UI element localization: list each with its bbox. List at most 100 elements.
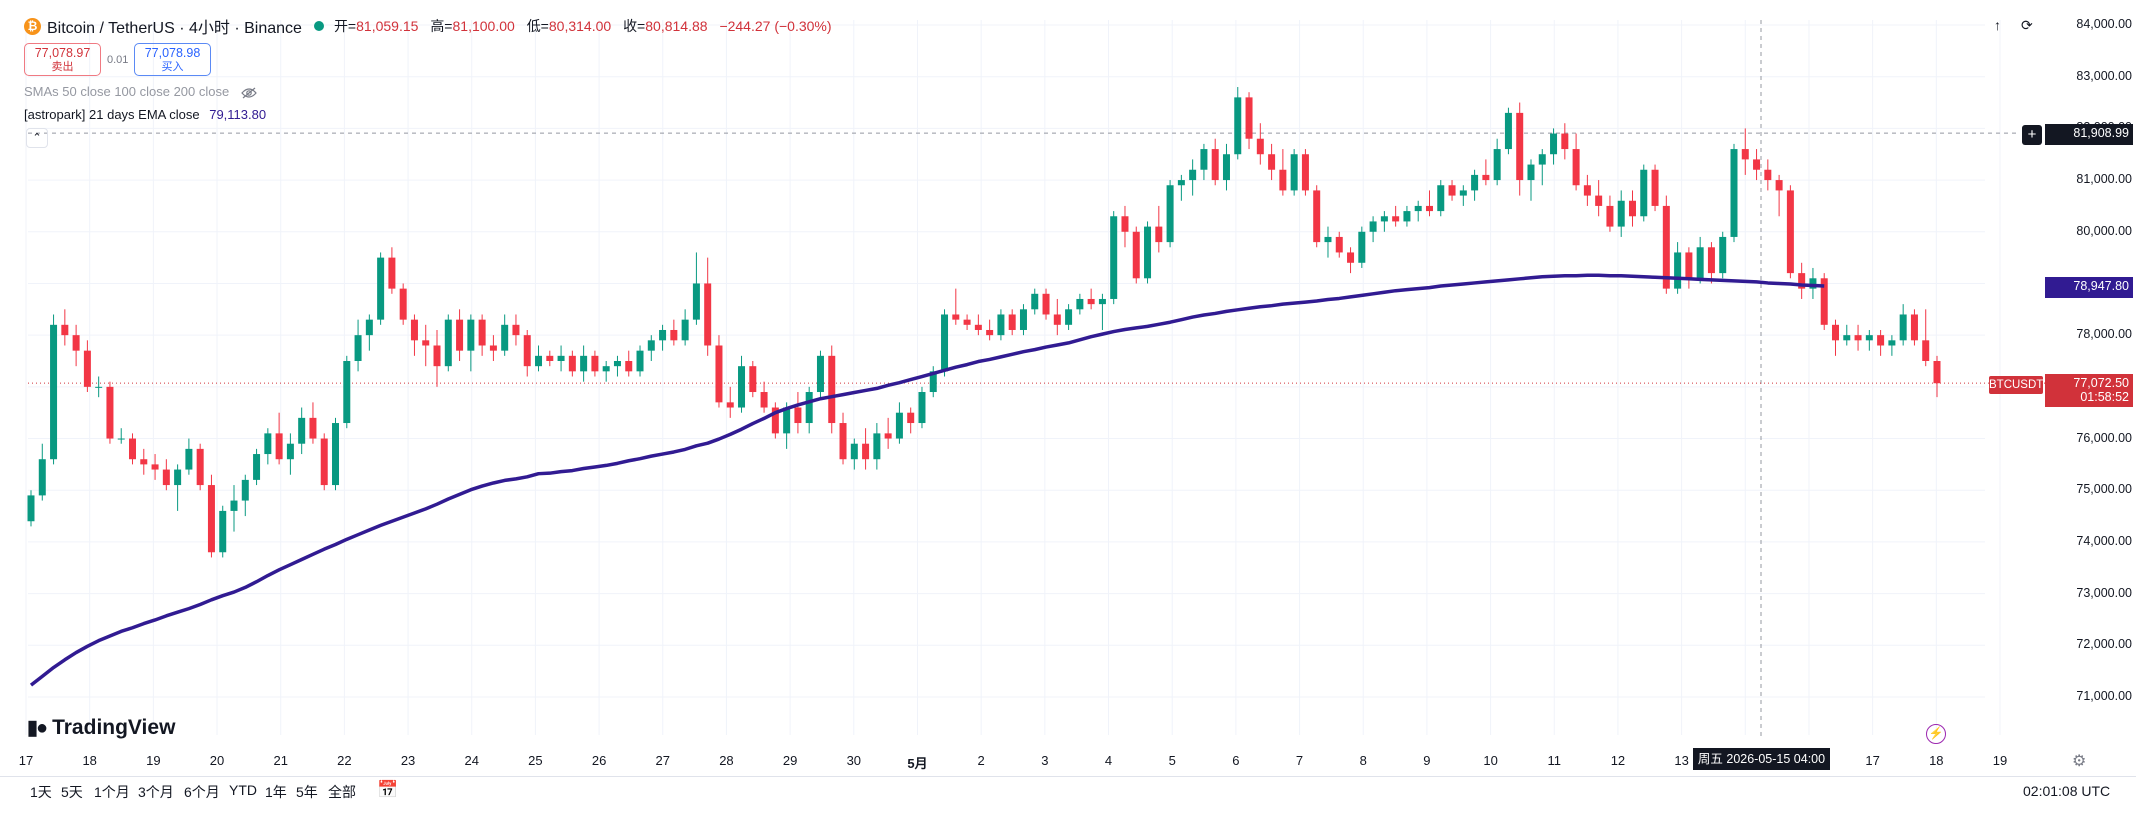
time-axis-label: 6 [1232, 753, 1240, 768]
candle-body [1504, 112, 1512, 150]
candle-body [636, 350, 644, 372]
candle-body [1448, 185, 1456, 196]
arrow-up-icon[interactable]: ↑ [1994, 17, 2001, 33]
candle-body [1177, 180, 1185, 186]
candle-body [1211, 149, 1219, 181]
sell-button[interactable]: 77,078.97 卖出 [24, 43, 101, 76]
candle-body [1076, 298, 1084, 310]
candle-body [264, 433, 272, 455]
candle-body [1358, 231, 1366, 263]
candle-body [1347, 252, 1355, 263]
candle-body [140, 459, 148, 465]
candle-body [670, 329, 678, 341]
time-axis-label: 22 [337, 753, 352, 768]
candle-body [1166, 185, 1174, 243]
candle-body [1369, 221, 1377, 232]
time-axis-label: 11 [1547, 753, 1562, 768]
candle-body [433, 345, 441, 367]
candle-body [715, 345, 723, 403]
candle-body [783, 407, 791, 434]
time-axis-label: 23 [400, 753, 416, 768]
chevron-up-icon[interactable]: ⌃ [26, 128, 48, 148]
tradingview-logo[interactable]: ▮● TradingView [27, 715, 175, 740]
time-axis-label: 19 [1992, 753, 2008, 768]
time-axis-label: 29 [782, 753, 798, 768]
buy-price: 77,078.98 [144, 46, 201, 60]
range-button[interactable]: 3个月 [138, 784, 174, 800]
candle-body [568, 355, 576, 372]
candle-body [478, 319, 486, 346]
candle-body [309, 417, 317, 439]
ema-price-marker: 78,947.80 [2045, 277, 2133, 298]
time-axis-label: 17 [1865, 753, 1880, 768]
add-alert-icon[interactable]: + [2022, 125, 2042, 145]
range-button[interactable]: 6个月 [184, 784, 220, 800]
candle-body [1843, 335, 1851, 341]
close-value: 80,814.88 [645, 18, 708, 34]
candle-body [1651, 169, 1659, 206]
candle-body [1899, 314, 1907, 341]
candle-body [1425, 205, 1433, 212]
range-button[interactable]: 1年 [265, 784, 287, 800]
candle-body [1538, 154, 1546, 165]
candle-body [1053, 314, 1061, 325]
candle-body [151, 464, 159, 470]
candle-body [72, 335, 80, 351]
bar-countdown: 01:58:52 [2080, 390, 2129, 404]
candle-body [253, 454, 261, 480]
candle-body [1685, 252, 1693, 279]
candle-body [1245, 97, 1253, 139]
candle-body [1888, 340, 1896, 346]
candle-body [602, 366, 610, 372]
candle-body [1865, 335, 1873, 341]
fullscreen-icon[interactable]: ⟳ [2021, 17, 2033, 33]
price-axis-label: 74,000.00 [2076, 533, 2132, 548]
range-button[interactable]: YTD [229, 782, 257, 798]
candle-body [1798, 273, 1806, 289]
candle-body [738, 366, 746, 408]
crosshair-time-marker: 周五 2026-05-15 04:00 [1693, 748, 1830, 770]
candle-body [1482, 174, 1490, 181]
price-axis-label: 83,000.00 [2076, 68, 2132, 83]
candle-body [692, 283, 700, 320]
bitcoin-icon: ₿ [24, 17, 41, 35]
last-price: 77,072.50 [2073, 376, 2129, 390]
candle-body [929, 371, 937, 393]
candle-body [1234, 97, 1242, 155]
candle-body [1922, 340, 1930, 361]
time-axis-label: 24 [464, 753, 479, 768]
candle-body [1561, 133, 1569, 150]
sma-indicator-legend[interactable]: SMAs 50 close 100 close 200 close [24, 84, 257, 99]
range-button[interactable]: 1个月 [94, 784, 130, 800]
candle-body [1065, 309, 1073, 325]
ema-indicator-legend[interactable]: [astropark] 21 days EMA close 79,113.80 [24, 107, 266, 122]
candle-body [410, 319, 418, 341]
symbol-tag: BTCUSDT [1989, 376, 2043, 394]
eye-icon[interactable] [241, 87, 257, 99]
candle-body [467, 319, 475, 351]
candle-body [1741, 149, 1749, 160]
low-label: 低= [526, 18, 549, 34]
candle-body [816, 355, 824, 393]
time-axis-label: 2 [977, 753, 985, 768]
range-button[interactable]: 5天 [61, 784, 83, 800]
range-button[interactable]: 全部 [328, 784, 356, 800]
gear-icon[interactable]: ⚙ [2072, 753, 2087, 770]
candle-body [1200, 149, 1208, 170]
utc-clock[interactable]: 02:01:08 UTC [2023, 783, 2111, 799]
candle-body [1550, 133, 1558, 155]
buy-button[interactable]: 77,078.98 买入 [134, 43, 211, 76]
candle-body [1256, 138, 1264, 155]
compare-calendar-icon[interactable]: 📅 [377, 780, 399, 799]
time-axis-label: 18 [1929, 753, 1944, 768]
candle-body [1910, 314, 1918, 341]
ema-label: [astropark] 21 days EMA close [24, 107, 200, 122]
symbol-title[interactable]: Bitcoin / TetherUS · 4小时 · Binance [47, 20, 302, 37]
range-button[interactable]: 5年 [296, 784, 318, 800]
range-button[interactable]: 1天 [30, 784, 52, 800]
lightning-icon[interactable]: ⚡ [1926, 724, 1946, 744]
low-value: 80,314.00 [548, 18, 612, 34]
candle-body [320, 438, 328, 486]
candle-body [422, 340, 430, 346]
